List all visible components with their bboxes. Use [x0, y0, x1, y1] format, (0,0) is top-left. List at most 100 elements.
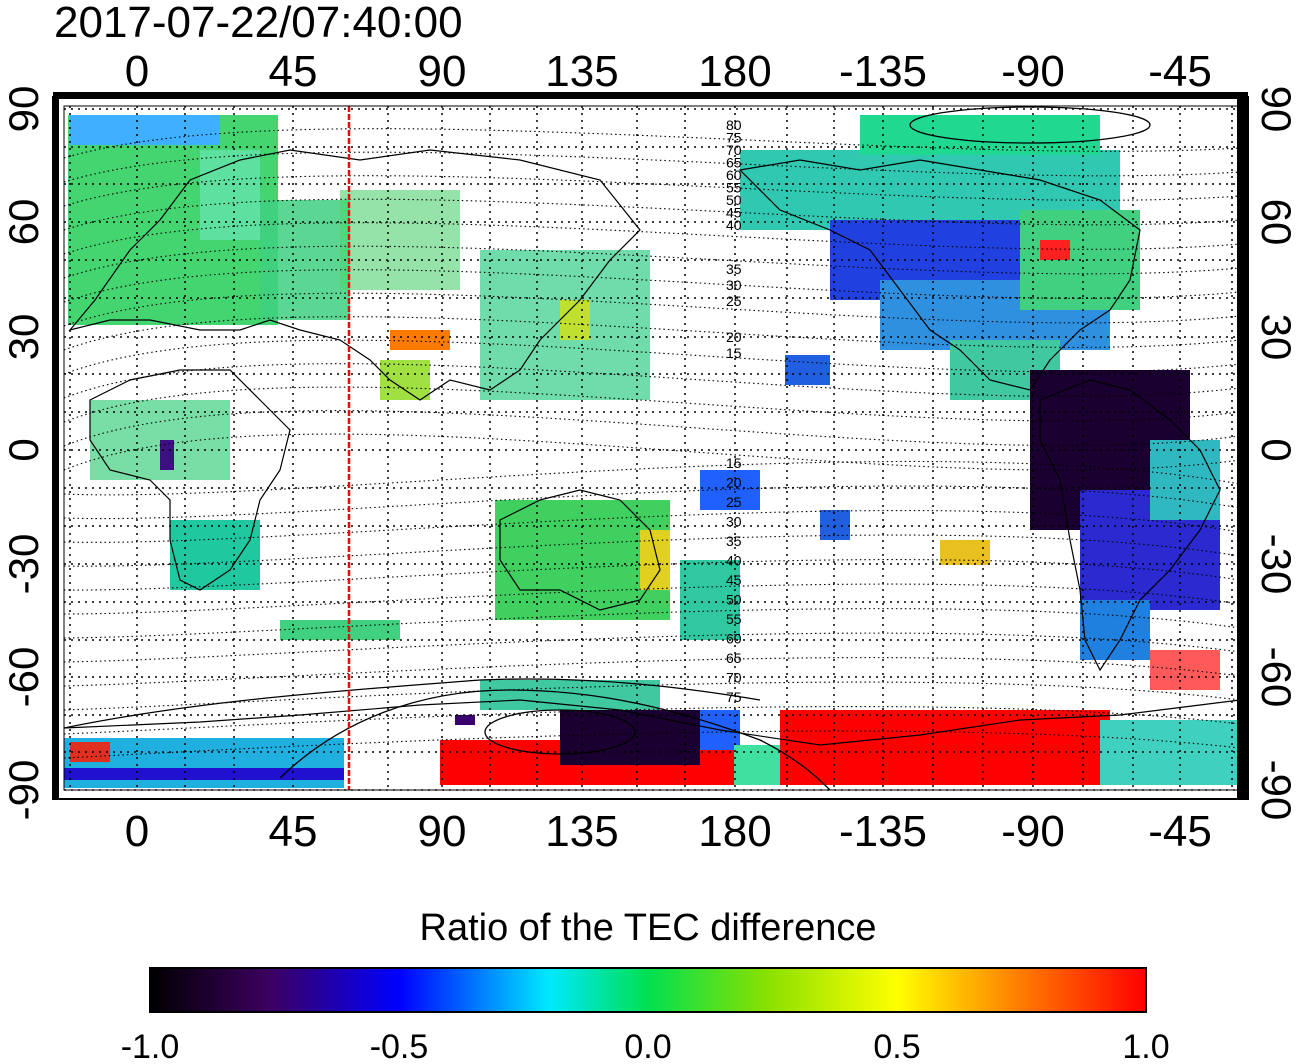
contour-line [64, 151, 1240, 183]
tec-blob [785, 355, 830, 385]
right-thick-border [1237, 92, 1248, 799]
tec-blob [820, 510, 850, 540]
contour-label-north: 70 [726, 142, 742, 158]
contour-label-south: 45 [726, 572, 742, 588]
colorbar-tick-label: 0.0 [624, 1028, 671, 1064]
lat-tick-left: 30 [0, 314, 47, 361]
contour-label-south: 25 [726, 494, 742, 510]
magnetic-latitude-contours [64, 128, 1240, 759]
lat-tick-left: 60 [0, 199, 47, 246]
contour-label-north: 55 [726, 180, 742, 196]
contour-line [64, 559, 1240, 591]
north-magnetic-ellipse [909, 106, 1151, 144]
coastline-africa [89, 369, 291, 591]
lon-tick-top: 180 [698, 47, 771, 96]
south-magnetic-ellipse [484, 709, 636, 755]
lat-tick-right: -90 [1253, 760, 1296, 821]
tec-blob [1080, 600, 1150, 660]
contour-line [64, 706, 1240, 735]
contour-line [64, 509, 1240, 543]
colorbar-tick-labels: -1.0 -0.5 0.0 0.5 1.0 [121, 1028, 1170, 1064]
axis-tick-labels: 0 45 90 135 180 -135 -90 -450 45 90 135 180 -135 -90-… [0, 47, 1296, 856]
lon-tick-bottom: 45 [269, 807, 318, 856]
tec-blob [860, 115, 1100, 155]
tec-blob [340, 190, 460, 290]
contour-label-south: 50 [726, 592, 742, 608]
colorbar-tick-label: 1.0 [1122, 1028, 1169, 1064]
contour-label-north: 65 [726, 155, 742, 171]
contour-line [64, 534, 1240, 567]
contour-label-north: 60 [726, 167, 742, 183]
colorbar [149, 967, 1147, 1013]
tec-blob [160, 440, 174, 470]
timestamp-title: 2017-07-22/07:40:00 [54, 0, 463, 47]
tec-blob [70, 742, 110, 762]
lon-tick-bottom: -135 [839, 807, 927, 856]
tec-blob [700, 470, 760, 510]
contour-label-south: 75 [726, 689, 742, 705]
contour-line [64, 245, 1240, 279]
contour-label-north: 30 [726, 277, 742, 293]
lat-tick-right: -60 [1253, 647, 1296, 708]
lat-tick-left: 90 [0, 86, 47, 133]
contour-label-south: 65 [726, 650, 742, 666]
lat-tick-right: 60 [1253, 199, 1296, 246]
contour-label-north: 45 [726, 205, 742, 221]
tec-blob [455, 715, 475, 725]
contour-line [64, 198, 1240, 231]
contour-label-south: 55 [726, 611, 742, 627]
contour-label-north: 75 [726, 130, 742, 146]
tec-blob [640, 530, 670, 590]
map-grid [64, 106, 1240, 791]
lat-tick-right: 90 [1253, 86, 1296, 133]
lon-tick-top: -90 [1001, 47, 1065, 96]
south-magnetic-contour-mid [64, 678, 761, 729]
contour-label-north: 40 [726, 217, 742, 233]
contour-line [64, 175, 1240, 207]
contour-label-south: 30 [726, 514, 742, 530]
lon-tick-top: 45 [269, 47, 318, 96]
coastline-south-america [1039, 379, 1221, 672]
lat-tick-left: 0 [0, 438, 47, 461]
coastline-australia [499, 489, 661, 611]
contour-label-south: 60 [726, 631, 742, 647]
lon-tick-top: 90 [418, 47, 467, 96]
tec-blob [280, 620, 400, 640]
tec-blob [70, 115, 220, 145]
coastline-eurasia [68, 149, 641, 401]
contour-line [64, 583, 1240, 615]
lon-tick-bottom: -45 [1148, 807, 1212, 856]
contour-label-north: 50 [726, 192, 742, 208]
colorbar-tick-label: -0.5 [370, 1028, 429, 1064]
lat-tick-right: 30 [1253, 314, 1296, 361]
contour-label-north: 25 [726, 293, 742, 309]
colorbar-tick-label: -1.0 [121, 1028, 180, 1064]
contour-label-north: 20 [726, 329, 742, 345]
contour-labels: 8075706560555045403530252015152025303540… [726, 117, 742, 705]
coastline-north-america [738, 159, 1141, 391]
lon-tick-top: 0 [125, 47, 149, 96]
south-magnetic-contour-outer [279, 689, 831, 790]
magnetic-solid-contours [64, 106, 1151, 790]
contour-label-south: 20 [726, 475, 742, 491]
lat-tick-right: -30 [1253, 534, 1296, 595]
contour-label-south: 70 [726, 670, 742, 686]
lat-tick-left: -90 [0, 760, 47, 821]
coastlines [64, 149, 1240, 746]
lon-tick-bottom: 135 [545, 807, 618, 856]
contour-label-south: 15 [726, 455, 742, 471]
contour-label-north: 80 [726, 117, 742, 133]
contour-line [64, 657, 1240, 687]
lon-tick-top: -135 [839, 47, 927, 96]
colorbar-tick-label: 0.5 [873, 1028, 920, 1064]
tec-blob [64, 768, 344, 780]
left-thick-border [53, 97, 59, 799]
tec-blob [260, 200, 350, 320]
lon-tick-bottom: 0 [125, 807, 149, 856]
contour-line [64, 730, 1240, 759]
tec-blob [560, 710, 700, 765]
lon-tick-bottom: -90 [1001, 807, 1065, 856]
tec-blob [780, 710, 1110, 785]
tec-blob [200, 150, 260, 240]
